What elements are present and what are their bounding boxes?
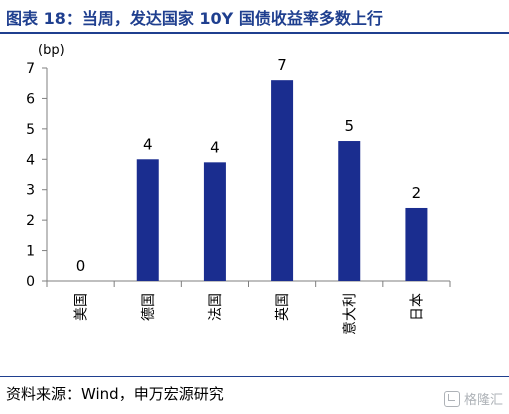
data-label: 4 [143,135,153,153]
y-tick-label: 6 [26,91,35,107]
title-divider [0,32,509,34]
data-label: 0 [76,257,86,275]
y-tick-label: 3 [26,183,35,199]
gelonghui-logo-icon [443,390,460,407]
bars [136,80,428,281]
data-labels: 0 4 4 7 5 2 [76,56,421,275]
data-label: 2 [412,184,422,202]
bar-5 [405,207,428,281]
category-label: 德国 [141,293,157,321]
bar-4 [338,141,361,281]
source-note: 资料来源：Wind，申万宏源研究 [6,385,224,403]
data-label: 4 [210,138,220,156]
y-tick-label: 5 [26,122,35,138]
y-tick-label: 2 [26,213,35,229]
bar-2 [203,162,226,281]
category-label: 日本 [409,293,425,321]
bar-chart: (bp) 0 1 2 3 4 5 6 7 0 4 4 7 5 2 美国 德国 法国 英国 意大利 日本 [26,43,451,335]
category-label: 英国 [274,293,291,321]
y-axis: 0 1 2 3 4 5 6 7 [26,61,48,290]
y-tick-label: 4 [26,152,35,168]
data-label: 5 [344,117,354,135]
chart-title: 图表 18：当周，发达国家 10Y 国债收益率多数上行 [6,9,383,28]
y-axis-unit-label: (bp) [38,43,65,58]
bar-1 [136,159,159,281]
category-labels: 美国 德国 法国 英国 意大利 日本 [74,293,426,335]
category-label: 意大利 [341,293,358,335]
watermark-text: 格隆汇 [463,393,503,408]
bar-3 [271,80,294,281]
source-divider [0,376,509,377]
y-tick-label: 1 [26,244,35,260]
y-tick-label: 0 [26,274,35,290]
x-axis [46,280,451,287]
category-label: 美国 [74,293,90,321]
watermark: 格隆汇 [443,389,503,408]
y-tick-label: 7 [26,61,35,77]
data-label: 7 [277,56,287,74]
category-label: 法国 [208,293,224,321]
